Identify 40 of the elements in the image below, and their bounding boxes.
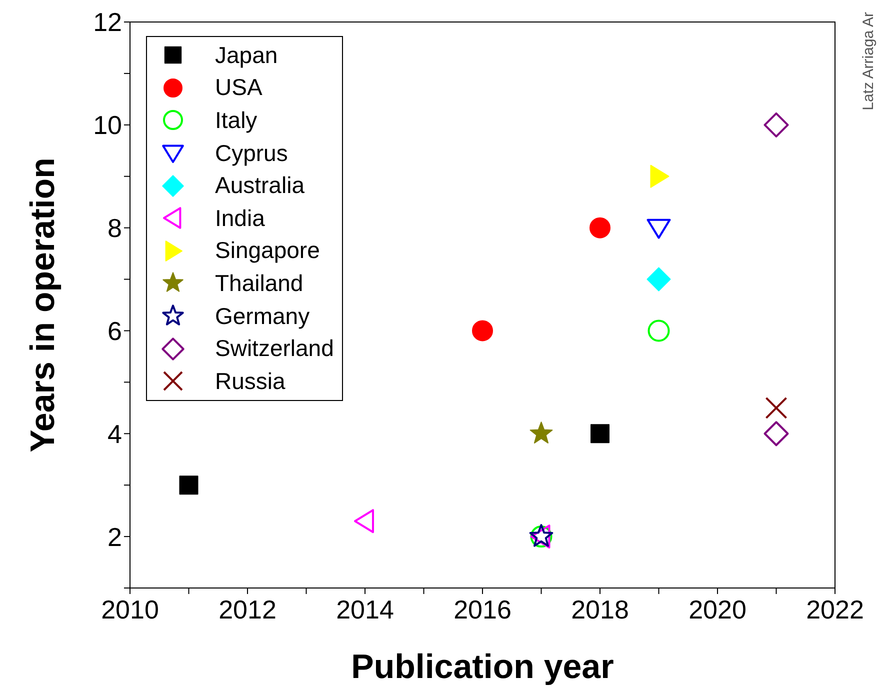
y-tick-label: 4	[108, 418, 122, 449]
x-axis-title: Publication year	[351, 648, 614, 686]
point	[648, 320, 670, 342]
point	[472, 320, 493, 342]
y-tick-label: 8	[108, 213, 122, 244]
legend-label: Switzerland	[215, 335, 334, 362]
legend-label: Italy	[215, 106, 258, 134]
point	[764, 112, 789, 138]
x-tick-label: 2010	[101, 594, 159, 624]
point	[764, 421, 789, 446]
x-tick-label: 2022	[806, 594, 864, 624]
legend-label: Singapore	[215, 237, 320, 264]
legend-label: Russia	[215, 368, 286, 395]
y-axis-title: Years in operation	[24, 158, 62, 452]
y-tick-label: 10	[93, 110, 122, 140]
x-tick-label: 2016	[454, 594, 512, 624]
text: Latz Arriaga Ar	[860, 12, 877, 110]
x-tick-label: 2014	[336, 594, 394, 624]
legend-label: Australia	[215, 172, 304, 200]
point	[590, 424, 610, 444]
y-tick-label: 12	[93, 7, 122, 38]
point	[650, 164, 670, 188]
point	[646, 218, 671, 239]
point	[179, 476, 198, 495]
x-tick-label: 2018	[571, 594, 629, 624]
point	[530, 422, 553, 444]
y-tick-label: 2	[108, 522, 122, 552]
legend-label: Germany	[215, 302, 310, 330]
point	[590, 217, 610, 238]
legend-label: USA	[215, 74, 262, 102]
legend-label: India	[215, 204, 265, 232]
point	[646, 267, 671, 292]
y-tick-label: 6	[108, 316, 122, 346]
legend-label: Thailand	[215, 270, 304, 297]
point	[765, 396, 788, 419]
x-tick-label: 2020	[688, 594, 746, 624]
point	[354, 509, 374, 534]
legend-label: Cyprus	[215, 140, 288, 167]
x-tick-label: 2012	[218, 594, 276, 624]
legend-label: Japan	[215, 42, 278, 69]
